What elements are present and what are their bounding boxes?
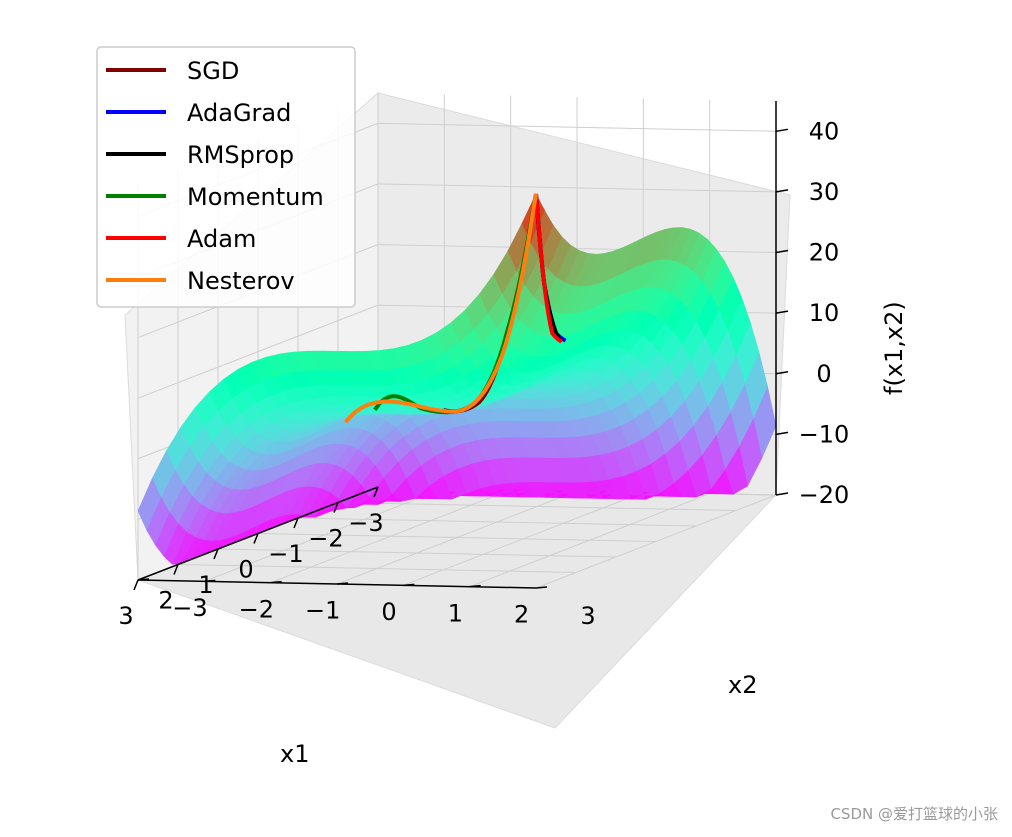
y-tick-label: 3 [580,602,595,630]
legend-label-adagrad: AdaGrad [187,99,291,127]
y-tick-mark [271,582,282,583]
y-tick-mark [403,584,414,585]
x-tick-label: −3 [348,509,383,537]
z-axis-label: f(x1,x2) [880,301,908,395]
z-tick-mark [776,190,788,192]
y-tick-mark [138,579,149,580]
legend-label-adam: Adam [187,225,256,253]
x-tick-label: −1 [268,540,303,568]
x-axis-label: x1 [280,740,309,768]
z-tick-label: −10 [799,420,850,448]
y-tick-label: −1 [305,597,340,625]
x-tick-label: 3 [118,602,133,630]
z-tick-label: 10 [809,299,840,327]
z-tick-label: −20 [799,481,850,509]
legend-label-nesterov: Nesterov [187,267,295,295]
x-tick-mark [134,580,138,590]
watermark: CSDN @爱打篮球的小张 [830,803,998,824]
z-tick-label: 40 [809,117,840,145]
y-tick-mark [204,580,215,581]
z-tick-label: 20 [809,239,840,267]
y-tick-label: 1 [448,599,463,627]
legend-label-momentum: Momentum [187,183,324,211]
y-tick-mark [470,586,481,587]
y-tick-label: 0 [381,598,396,626]
y-tick-mark [337,583,348,584]
y-tick-label: 2 [514,601,529,629]
z-tick-label: 30 [809,178,840,206]
x-tick-label: 0 [238,556,253,584]
y-tick-label: −3 [172,594,207,622]
z-tick-mark [776,129,788,131]
y-axis-label: x2 [728,671,757,699]
legend: SGD AdaGrad RMSprop Momentum Adam Nesterov [97,47,355,307]
legend-label-rmsprop: RMSprop [187,141,294,169]
legend-label-sgd: SGD [187,57,239,85]
y-tick-label: −2 [239,595,274,623]
z-tick-mark [776,493,788,495]
y-tick-mark [536,587,547,588]
z-tick-label: 0 [816,360,831,388]
x-tick-label: −2 [308,525,343,553]
